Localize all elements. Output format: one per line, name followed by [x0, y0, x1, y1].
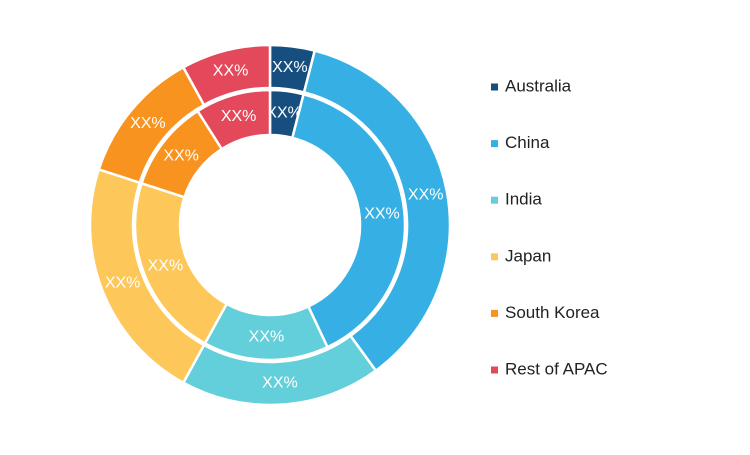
legend-marker	[491, 309, 498, 317]
legend-marker	[491, 196, 498, 204]
data-label: XX%	[130, 115, 166, 132]
data-label: XX%	[364, 206, 400, 223]
legend-label: Australia	[505, 76, 572, 95]
data-label: XX%	[408, 187, 444, 204]
data-label: XX%	[213, 63, 249, 80]
legend-marker	[491, 83, 498, 91]
donut-segment	[195, 88, 272, 151]
data-label: XX%	[266, 105, 302, 122]
data-label: XX%	[105, 275, 141, 292]
legend-label: Rest of APAC	[505, 359, 608, 378]
data-label: XX%	[249, 329, 285, 346]
donut-segment	[302, 49, 452, 373]
donut-segment	[290, 92, 407, 349]
data-label: XX%	[148, 258, 184, 275]
data-label: XX%	[262, 374, 298, 391]
legend-label: China	[505, 133, 550, 152]
data-label: XX%	[221, 108, 257, 125]
legend-marker	[491, 253, 498, 261]
legend-label: Japan	[505, 246, 551, 265]
legend-marker	[491, 366, 498, 374]
donut-segment	[181, 43, 272, 107]
legend-label: South Korea	[505, 303, 600, 322]
data-label: XX%	[272, 59, 308, 76]
legend-marker	[491, 140, 498, 148]
data-label: XX%	[163, 147, 199, 164]
legend-label: India	[505, 190, 542, 209]
